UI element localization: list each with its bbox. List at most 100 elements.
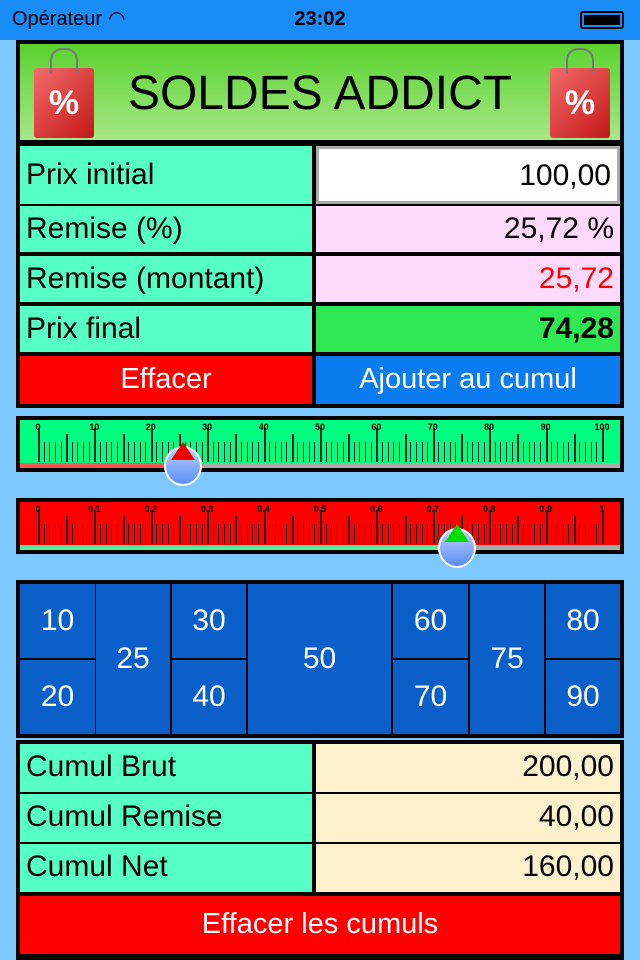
tick — [365, 524, 367, 544]
arrow-up-icon — [171, 442, 196, 460]
tick — [331, 442, 333, 462]
tick — [88, 442, 90, 462]
preset-button-80[interactable]: 80 — [546, 584, 620, 658]
label-cumul-remise: Cumul Remise — [20, 794, 312, 842]
tick — [291, 434, 294, 462]
tick — [432, 428, 435, 462]
tick — [585, 442, 587, 462]
slider-track — [20, 463, 620, 468]
tick — [511, 442, 513, 462]
tick — [43, 524, 45, 544]
tick — [122, 516, 125, 544]
tick — [421, 442, 423, 462]
percent-slider[interactable]: 0 10 20 30 40 50 60 70 80 90 100 — [16, 416, 624, 486]
tick — [257, 442, 259, 462]
tick — [235, 434, 238, 462]
tick — [342, 524, 344, 544]
preset-button-60[interactable]: 60 — [393, 584, 468, 658]
clear-button[interactable]: Effacer — [20, 356, 312, 404]
label-prix-final: Prix final — [20, 306, 312, 352]
tick — [410, 442, 412, 462]
tick — [156, 442, 158, 462]
tick — [483, 442, 485, 462]
tick — [116, 442, 118, 462]
tick — [201, 442, 203, 462]
tick — [207, 428, 210, 462]
tick — [579, 442, 581, 462]
tick — [528, 524, 530, 544]
tick — [43, 442, 45, 462]
tick — [523, 524, 525, 544]
tick — [342, 442, 344, 462]
tick — [66, 434, 69, 462]
ratio-slider[interactable]: 0 0.1 0.2 0.3 0.4 0.5 0.6 0.7 0.8 0.9 1 — [16, 498, 624, 568]
tick — [314, 442, 316, 462]
tick — [573, 516, 576, 544]
tick — [60, 442, 62, 462]
tick — [139, 442, 141, 462]
wifi-icon: ◠ — [108, 8, 126, 30]
tick — [38, 510, 40, 544]
tick-label: 1 — [599, 504, 605, 514]
tick — [195, 524, 197, 544]
tick — [551, 524, 553, 544]
tick — [145, 442, 147, 462]
tick — [320, 428, 322, 462]
tick — [212, 524, 214, 544]
tick — [562, 442, 564, 462]
tick — [511, 524, 513, 544]
tick — [489, 510, 492, 544]
tick — [241, 524, 243, 544]
tick — [466, 442, 468, 462]
preset-button-90[interactable]: 90 — [546, 660, 620, 734]
tick — [353, 442, 355, 462]
tick — [523, 442, 525, 462]
tick — [280, 524, 282, 544]
tick — [494, 442, 496, 462]
slider-thumb[interactable] — [437, 524, 476, 568]
preset-button-70[interactable]: 70 — [393, 660, 468, 734]
tick — [596, 524, 598, 544]
tick — [241, 442, 243, 462]
tick — [336, 524, 338, 544]
tick — [122, 434, 125, 462]
tick — [77, 524, 79, 544]
tick — [483, 524, 485, 544]
tick — [105, 442, 107, 462]
preset-button-30[interactable]: 30 — [172, 584, 246, 658]
tick — [353, 524, 355, 544]
tick — [539, 442, 541, 462]
tick — [472, 524, 474, 544]
label-cumul-brut: Cumul Brut — [20, 744, 312, 792]
preset-button-25[interactable]: 25 — [96, 584, 170, 734]
preset-button-20[interactable]: 20 — [20, 660, 95, 734]
tick — [218, 442, 220, 462]
add-to-cumul-button[interactable]: Ajouter au cumul — [316, 356, 620, 404]
tick — [263, 428, 266, 462]
tick — [54, 524, 56, 544]
tick — [49, 524, 51, 544]
tick — [393, 524, 395, 544]
tick-label: 100 — [594, 422, 610, 432]
prix-final-value: 74,28 — [316, 306, 620, 352]
preset-grid: 10 20 25 30 40 50 60 70 75 80 90 — [16, 580, 624, 738]
prix-initial-input[interactable]: 100,00 — [316, 146, 620, 204]
tick — [477, 442, 479, 462]
tick — [398, 442, 400, 462]
tick — [246, 442, 248, 462]
preset-button-40[interactable]: 40 — [172, 660, 246, 734]
price-calculator: Prix initial 100,00 Remise (%) 25,72 % R… — [16, 142, 624, 408]
tick — [387, 442, 389, 462]
tick — [179, 516, 181, 544]
clear-cumul-button[interactable]: Effacer les cumuls — [20, 896, 620, 954]
tick — [49, 442, 51, 462]
cumul-net-value: 160,00 — [316, 844, 620, 892]
tick — [224, 442, 226, 462]
tick — [596, 442, 598, 462]
preset-button-10[interactable]: 10 — [20, 584, 95, 658]
slider-thumb[interactable] — [164, 442, 203, 486]
preset-button-50[interactable]: 50 — [248, 584, 391, 734]
preset-button-75[interactable]: 75 — [470, 584, 544, 734]
tick — [71, 524, 73, 544]
slider-track — [20, 545, 620, 550]
